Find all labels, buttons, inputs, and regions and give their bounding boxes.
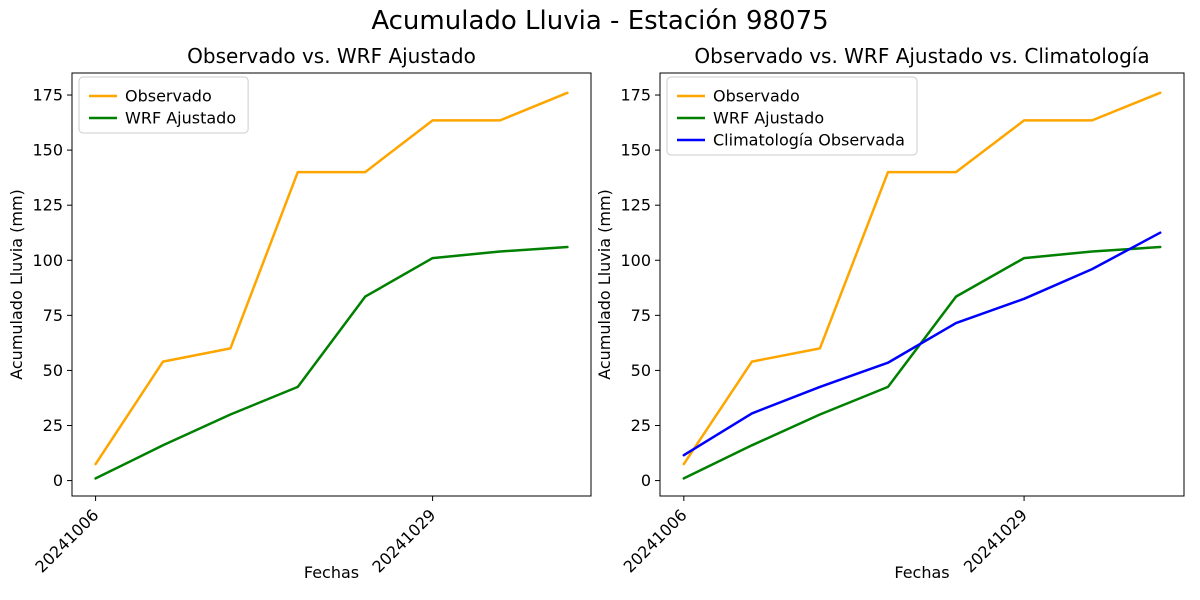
legend-label: WRF Ajustado [713, 109, 824, 128]
subplot-left: 0 25 50 75 100 125 150 175 20241006 20241029 Fecha… [7, 44, 592, 582]
legend-item-observado: Observado [677, 87, 800, 106]
legend-item-wrf-ajustado: WRF Ajustado [89, 109, 236, 128]
x-tick-label: 20241006 [31, 505, 102, 576]
subplot-right: 0 25 50 75 100 125 150 175 20241006 20241029 Fecha… [595, 44, 1185, 582]
legend-label: Climatología Observada [713, 131, 905, 150]
legend-label: Observado [125, 87, 212, 106]
y-tick-label: 150 [620, 141, 651, 160]
y-tick-label: 50 [43, 361, 63, 380]
y-tick-label: 75 [631, 306, 651, 325]
y-tick-label: 50 [631, 361, 651, 380]
y-tick-label: 125 [620, 196, 651, 215]
series-line-observado [94, 91, 569, 466]
figure-title: Acumulado Lluvia - Estación 98075 [371, 6, 829, 36]
x-axis-label: Fechas [304, 563, 359, 582]
x-tick-label: 20241029 [368, 505, 439, 576]
y-tick-label: 175 [620, 86, 651, 105]
y-tick-label: 100 [620, 251, 651, 270]
y-tick-label: 100 [32, 251, 63, 270]
y-tick-label: 25 [631, 416, 651, 435]
legend: Observado WRF Ajustado Climatología Observ… [666, 76, 918, 156]
legend-item-climatologia-observada: Climatología Observada [677, 131, 905, 150]
subplot-title: Observado vs. WRF Ajustado vs. Climatolo… [694, 44, 1149, 68]
legend-label: Observado [713, 87, 800, 106]
series-line-observado [682, 91, 1162, 466]
y-tick-label: 25 [43, 416, 63, 435]
y-tick-label: 150 [32, 141, 63, 160]
y-axis-label: Acumulado Lluvia (mm) [7, 189, 26, 380]
y-tick-label: 0 [641, 471, 651, 490]
legend-item-observado: Observado [89, 87, 212, 106]
y-tick-label: 0 [53, 471, 63, 490]
y-axis-label: Acumulado Lluvia (mm) [595, 189, 614, 380]
x-tick-label: 20241029 [960, 505, 1031, 576]
legend-item-wrf-ajustado: WRF Ajustado [677, 109, 824, 128]
x-tick-label: 20241006 [620, 505, 691, 576]
legend: Observado WRF Ajustado [78, 76, 249, 134]
y-tick-label: 125 [32, 196, 63, 215]
series-line-wrf-ajustado [94, 245, 569, 480]
legend-label: WRF Ajustado [125, 109, 236, 128]
plot-area [71, 72, 592, 497]
y-tick-label: 75 [43, 306, 63, 325]
legend-box [666, 76, 918, 156]
y-tick-label: 175 [32, 86, 63, 105]
legend-box [78, 76, 249, 134]
series-line-climatologia-observada [682, 231, 1162, 457]
subplot-title: Observado vs. WRF Ajustado [187, 44, 476, 68]
x-axis-label: Fechas [894, 563, 949, 582]
